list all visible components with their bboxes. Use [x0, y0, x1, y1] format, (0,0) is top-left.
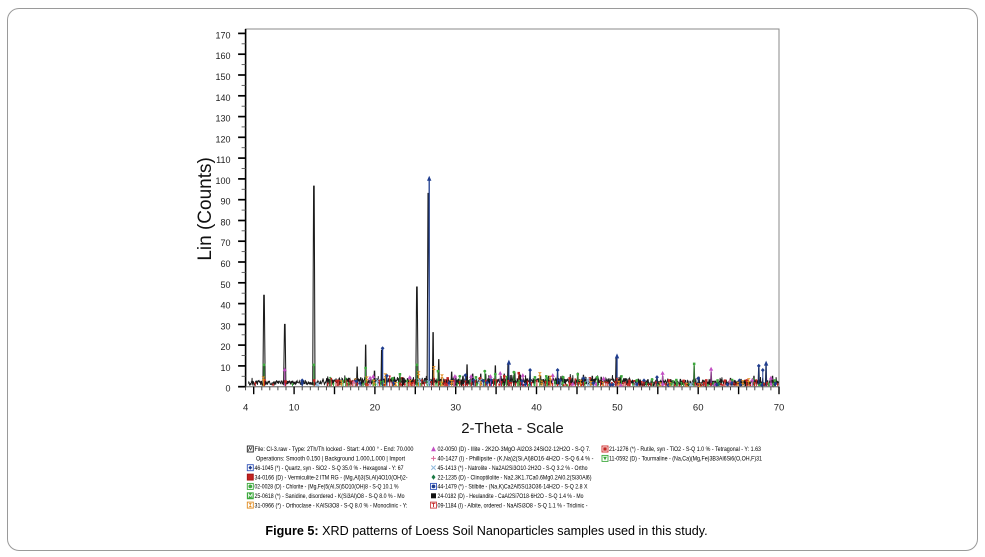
svg-text:10: 10 — [220, 363, 230, 373]
svg-text:170: 170 — [215, 30, 230, 40]
svg-text:22-1235 (D) - Clinoptilolite -: 22-1235 (D) - Clinoptilolite - Na2.3K1.7… — [438, 474, 592, 481]
svg-text:46-1045 (*) - Quartz, syn - Si: 46-1045 (*) - Quartz, syn - SiO2 - S-Q 3… — [255, 465, 404, 472]
svg-text:30: 30 — [450, 403, 461, 414]
svg-text:100: 100 — [215, 176, 230, 186]
svg-text:11-0592 (D) - Tourmaline - (Na: 11-0592 (D) - Tourmaline - (Na,Ca)(Mg,Fe… — [609, 456, 762, 463]
svg-text:60: 60 — [220, 259, 230, 269]
svg-text:40: 40 — [531, 403, 542, 414]
svg-text:Lin (Counts): Lin (Counts) — [195, 157, 216, 261]
svg-text:24-0182 (D) - Heulandite - CaA: 24-0182 (D) - Heulandite - CaAl2Si7O18·6… — [438, 493, 584, 500]
svg-text:02-0050 (D) - Illite - 2K2O·3M: 02-0050 (D) - Illite - 2K2O·3MgO·Al2O3·2… — [438, 446, 591, 453]
svg-text:40: 40 — [220, 301, 230, 311]
svg-text:2-Theta - Scale: 2-Theta - Scale — [461, 420, 564, 437]
svg-text:44-1479 (*) - Stilbite - (Na,K: 44-1479 (*) - Stilbite - (Na,K)Ca2Al5Si1… — [438, 484, 588, 491]
svg-text:90: 90 — [220, 197, 230, 207]
svg-text:50: 50 — [220, 280, 230, 290]
svg-text:Operations: Smooth 0.150 | Bac: Operations: Smooth 0.150 | Background 1.… — [256, 456, 405, 463]
svg-text:150: 150 — [215, 72, 230, 82]
svg-text:60: 60 — [693, 403, 704, 414]
svg-text:30: 30 — [220, 321, 230, 331]
svg-text:160: 160 — [215, 51, 230, 61]
svg-text:File: CI-3.raw - Type: 2Th/Th: File: CI-3.raw - Type: 2Th/Th locked - S… — [255, 446, 414, 453]
svg-text:40-1427 (I) - Phillipsite - (K: 40-1427 (I) - Phillipsite - (K,Na)2(Si,A… — [438, 456, 594, 463]
svg-text:140: 140 — [215, 93, 230, 103]
svg-text:21-1276 (*) - Rutile, syn - Ti: 21-1276 (*) - Rutile, syn - TiO2 - S-Q 1… — [609, 446, 761, 453]
svg-text:70: 70 — [774, 403, 785, 414]
svg-text:4: 4 — [243, 403, 248, 414]
svg-text:50: 50 — [612, 403, 623, 414]
svg-text:120: 120 — [215, 134, 230, 144]
svg-text:130: 130 — [215, 114, 230, 124]
svg-text:0: 0 — [225, 384, 230, 394]
svg-text:20: 20 — [370, 403, 381, 414]
svg-text:31-0966 (*) - Orthoclase - KAl: 31-0966 (*) - Orthoclase - KAlSi3O8 - S-… — [255, 502, 408, 509]
svg-text:20: 20 — [220, 342, 230, 352]
svg-text:02-0028 (D) - Chlorite - (Mg,F: 02-0028 (D) - Chlorite - (Mg,Fe)5(Al,Si)… — [255, 484, 399, 491]
svg-text:09-1184 (I) - Albite, ordered: 09-1184 (I) - Albite, ordered - NaAlSi3O… — [438, 502, 588, 509]
svg-text:10: 10 — [289, 403, 300, 414]
svg-text:80: 80 — [220, 218, 230, 228]
svg-text:70: 70 — [220, 238, 230, 248]
svg-text:25-0618 (*) - Sanidine, disord: 25-0618 (*) - Sanidine, disordered - K(S… — [255, 493, 405, 500]
svg-text:45-1413 (*) - Natrolite - Na2A: 45-1413 (*) - Natrolite - Na2Al2Si3O10·2… — [438, 465, 588, 472]
svg-text:110: 110 — [216, 155, 230, 165]
svg-text:34-0166 (D) - Vermiculite-2 IT: 34-0166 (D) - Vermiculite-2 ITM RG - (Mg… — [255, 474, 408, 481]
